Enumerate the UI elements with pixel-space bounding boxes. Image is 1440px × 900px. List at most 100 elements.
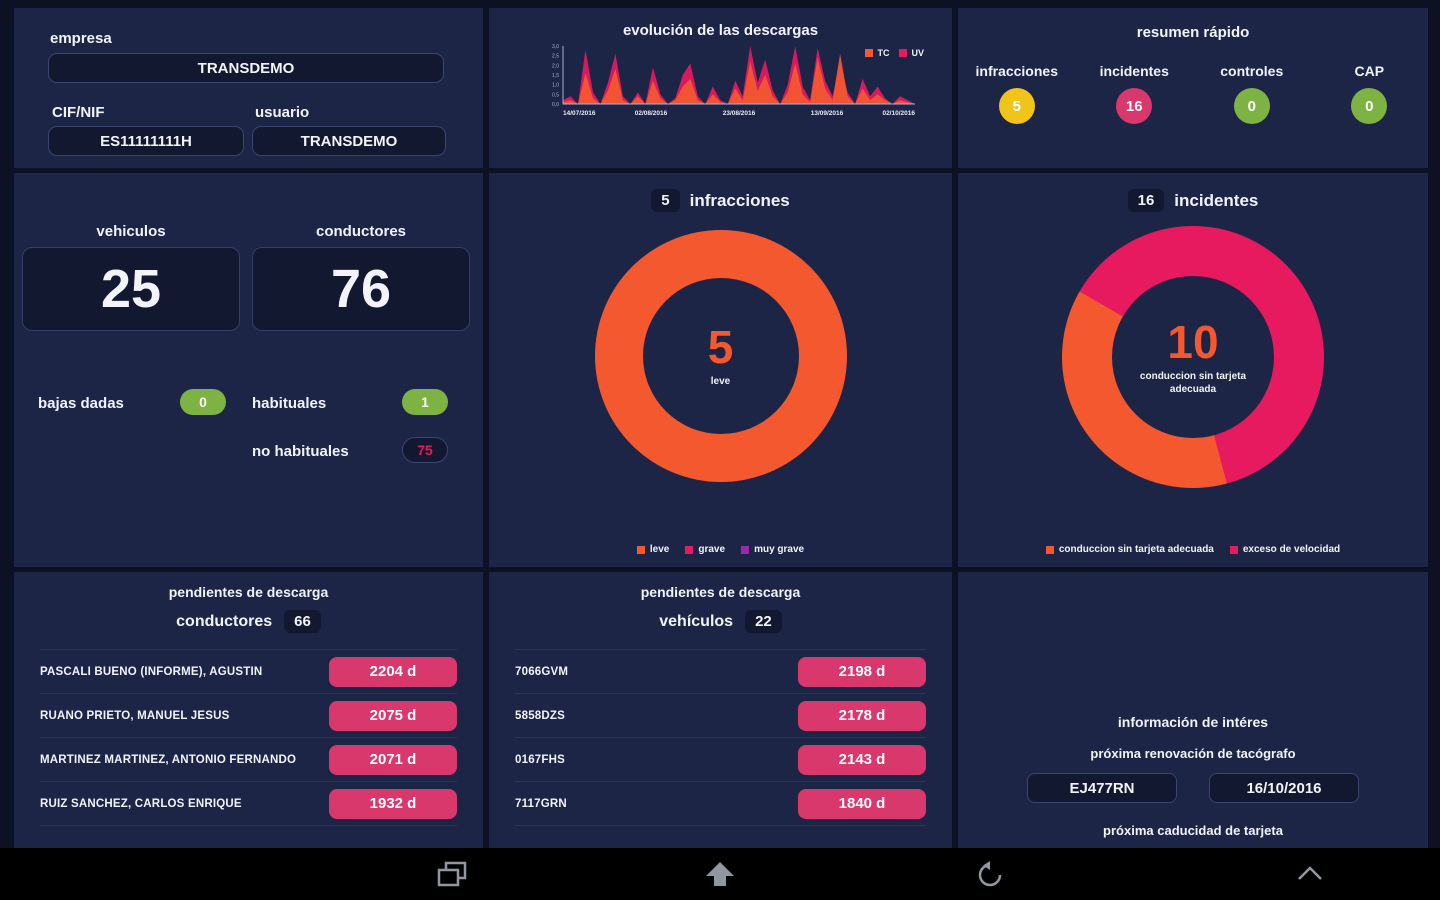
infracciones-panel: 5 infracciones 5 leve leve grave muy gra… (489, 173, 952, 567)
list-item[interactable]: RUANO PRIETO, MANUEL JESUS 2075 d (40, 694, 457, 738)
list-item[interactable]: 5858DZS 2178 d (515, 694, 926, 738)
conductores-list: PASCALI BUENO (INFORME), AGUSTIN 2204 d … (40, 649, 457, 826)
recents-button[interactable] (437, 861, 467, 887)
bajas-dadas-badge: 0 (180, 389, 226, 415)
bajas-dadas-label: bajas dadas (38, 395, 124, 412)
pendientes-conductores-subtitle: conductores 66 (14, 610, 483, 633)
info-panel: información de intéres próxima renovació… (958, 572, 1428, 848)
cif-field[interactable]: ES11111111H (48, 126, 244, 156)
downloads-chart-panel: evolución de las descargas TC UV 3,0 2,5 2… (489, 8, 952, 168)
pendientes-conductores-title: pendientes de descarga (168, 584, 329, 600)
legend-item: leve (636, 544, 670, 555)
caducidad-label: próxima caducidad de tarjeta (1103, 823, 1283, 838)
summary-item-count-badge: 0 (1351, 88, 1388, 124)
collapse-navbar-button[interactable] (1295, 861, 1325, 887)
renovacion-label: próxima renovación de tacógrafo (1090, 746, 1296, 761)
quick-summary-panel: resumen rápido infracciones 5 incidentes… (958, 8, 1428, 168)
habituales-label: habituales (252, 395, 327, 412)
list-item-name: 7117GRN (515, 797, 567, 810)
list-item-days-badge: 1840 d (798, 788, 926, 819)
empresa-label: empresa (50, 30, 112, 47)
legend-label: muy grave (754, 544, 805, 555)
legend-swatch (1045, 545, 1054, 554)
svg-text:1,5: 1,5 (552, 73, 559, 79)
renovacion-matricula-badge[interactable]: EJ477RN (1027, 773, 1177, 803)
cif-label: CIF/NIF (52, 104, 105, 121)
android-navbar (0, 848, 1440, 900)
vehiculos-count: 25 (22, 247, 240, 331)
company-panel: empresa TRANSDEMO CIF/NIF usuario ES1111… (14, 8, 483, 168)
svg-text:3,0: 3,0 (552, 44, 559, 50)
recents-icon (437, 861, 467, 887)
legend-swatch (636, 545, 645, 554)
conductores-label: conductores (315, 223, 406, 240)
legend-swatch (685, 545, 694, 554)
infracciones-donut-center: 5 leve (642, 278, 799, 434)
fleet-panel: vehiculos conductores 25 76 bajas dadas … (14, 173, 483, 567)
legend-item: exceso de velocidad (1229, 544, 1341, 555)
summary-item[interactable]: incidentes 16 (1076, 63, 1194, 124)
infracciones-donut-chart[interactable]: 5 leve (594, 230, 847, 482)
legend-item: conduccion sin tarjeta adecuada (1045, 544, 1214, 555)
tc-legend-label: TC (877, 48, 890, 58)
summary-item[interactable]: CAP 0 (1311, 63, 1429, 124)
vehiculos-subtitle-label: vehículos (659, 612, 734, 630)
summary-item-label: CAP (1354, 63, 1385, 79)
home-button[interactable] (705, 861, 735, 887)
list-item-days-badge: 2204 d (329, 656, 457, 687)
incidentes-legend: conduccion sin tarjeta adecuada exceso d… (958, 544, 1428, 555)
vehiculos-list: 7066GVM 2198 d 5858DZS 2178 d 0167FHS 21… (515, 649, 926, 826)
incidentes-title: incidentes (1174, 190, 1259, 210)
legend-item: muy grave (741, 544, 804, 555)
empresa-field[interactable]: TRANSDEMO (48, 53, 444, 83)
list-item[interactable]: PASCALI BUENO (INFORME), AGUSTIN 2204 d (40, 650, 457, 694)
conductores-count-badge: 66 (284, 610, 321, 633)
list-item[interactable]: 7066GVM 2198 d (515, 650, 926, 694)
incidentes-donut-chart[interactable]: 10 conduccion sin tarjeta adecuada (1062, 226, 1324, 488)
list-item-days-badge: 2178 d (798, 700, 926, 731)
legend-label: exceso de velocidad (1242, 544, 1341, 555)
summary-item-count-badge: 0 (1233, 88, 1270, 124)
pendientes-vehiculos-title: pendientes de descarga (640, 584, 801, 600)
legend-label: leve (649, 544, 670, 555)
summary-item-label: controles (1220, 63, 1284, 79)
incidentes-donut-center: 10 conduccion sin tarjeta adecuada (1112, 276, 1274, 438)
list-item[interactable]: 7117GRN 1840 d (515, 782, 926, 826)
vehiculos-count-badge: 22 (745, 610, 782, 633)
svg-text:02/10/2016: 02/10/2016 (882, 110, 915, 117)
list-item-name: RUIZ SANCHEZ, CARLOS ENRIQUE (40, 797, 242, 810)
svg-text:23/08/2016: 23/08/2016 (723, 110, 756, 117)
summary-item[interactable]: infracciones 5 (958, 63, 1076, 124)
infracciones-header: 5 infracciones (651, 189, 790, 212)
usuario-field[interactable]: TRANSDEMO (252, 126, 446, 156)
habituales-badge: 1 (402, 389, 448, 415)
renovacion-fecha-badge[interactable]: 16/10/2016 (1209, 773, 1359, 803)
list-item-days-badge: 1932 d (329, 788, 457, 819)
summary-item[interactable]: controles 0 (1193, 63, 1311, 124)
list-item-name: MARTINEZ MARTINEZ, ANTONIO FERNANDO (40, 753, 297, 766)
incidentes-count-badge: 16 (1127, 189, 1165, 212)
summary-item-label: incidentes (1099, 63, 1169, 79)
svg-text:2,0: 2,0 (552, 63, 559, 69)
svg-text:14/07/2016: 14/07/2016 (563, 110, 596, 117)
list-item-days-badge: 2071 d (329, 744, 457, 775)
list-item[interactable]: 0167FHS 2143 d (515, 738, 926, 782)
usuario-label: usuario (255, 104, 310, 121)
infracciones-center-label: leve (710, 376, 731, 387)
list-item-days-badge: 2075 d (329, 700, 457, 731)
list-item[interactable]: RUIZ SANCHEZ, CARLOS ENRIQUE 1932 d (40, 782, 457, 826)
svg-text:1,0: 1,0 (552, 83, 559, 89)
downloads-area-chart[interactable]: 3,0 2,5 2,0 1,5 1,0 0,5 0,0 14/07/2016 02/08/201… (535, 42, 931, 124)
summary-item-label: infracciones (975, 63, 1058, 79)
list-item-name: RUANO PRIETO, MANUEL JESUS (40, 709, 230, 722)
back-button[interactable] (975, 861, 1005, 887)
uv-legend-label: UV (911, 48, 924, 58)
renovacion-badges: EJ477RN 16/10/2016 (1027, 773, 1359, 803)
list-item[interactable]: MARTINEZ MARTINEZ, ANTONIO FERNANDO 2071… (40, 738, 457, 782)
infracciones-center-value: 5 (707, 321, 734, 373)
infracciones-count-badge: 5 (651, 189, 680, 212)
infracciones-legend: leve grave muy grave (489, 544, 952, 555)
conductores-subtitle-label: conductores (176, 612, 273, 630)
no-habituales-badge: 75 (402, 437, 448, 463)
summary-item-count-badge: 5 (998, 88, 1035, 124)
